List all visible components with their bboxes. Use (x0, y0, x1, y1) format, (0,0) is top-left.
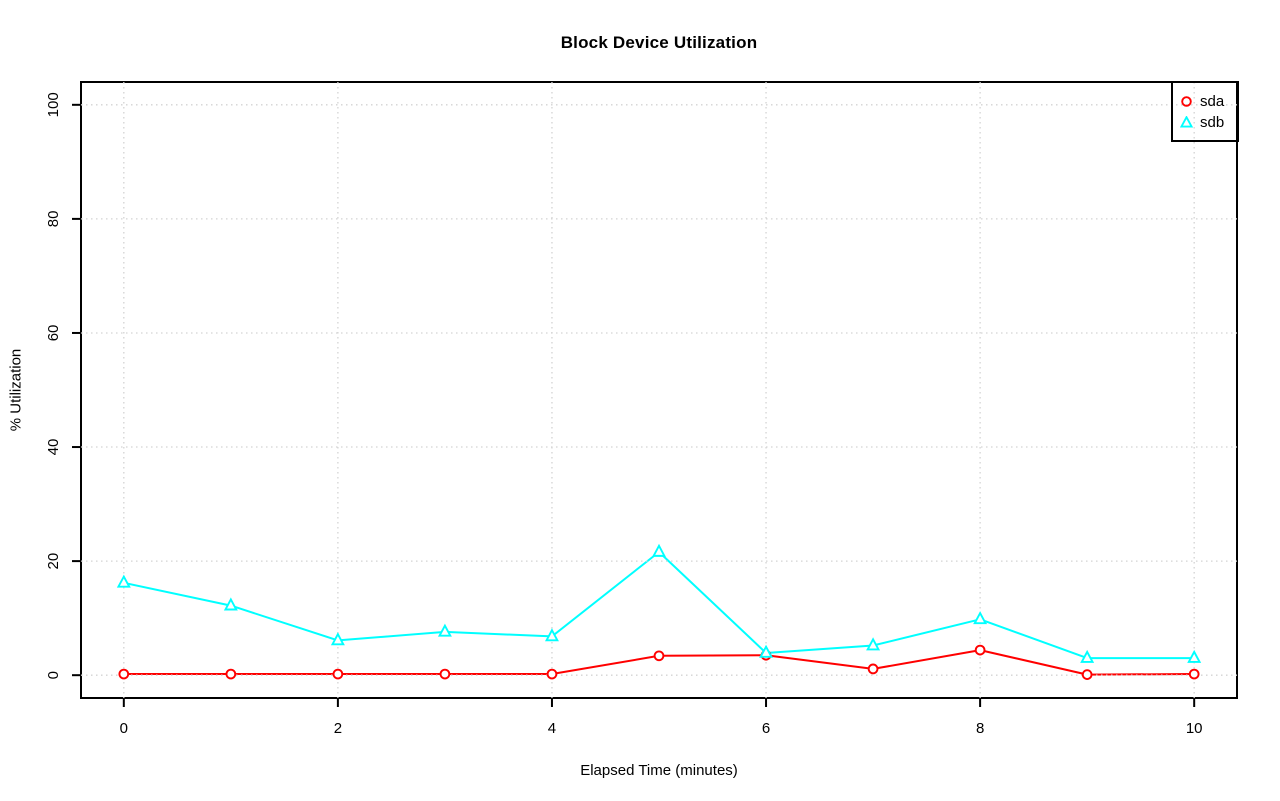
y-tick-label-3: 60 (45, 325, 62, 342)
x-tick-label-1: 2 (334, 720, 342, 737)
sda-point-10 (1188, 668, 1200, 680)
sdb-point-9 (1080, 649, 1095, 663)
sda-point-5 (653, 650, 665, 662)
y-axis-title: % Utilization (7, 348, 25, 432)
sda-point-2 (332, 668, 344, 680)
sdb-line (123, 550, 1195, 660)
sda-point-0 (118, 668, 130, 680)
sdb-point-0 (116, 574, 131, 588)
chart-title: Block Device Utilization (560, 33, 758, 52)
sdb-point-8 (973, 611, 988, 625)
sda-point-1 (225, 668, 237, 680)
x-tick-label-4: 8 (976, 720, 984, 737)
sda-point-3 (439, 668, 451, 680)
legend: sda sdb (1171, 81, 1239, 142)
sdb-point-3 (437, 623, 452, 637)
sda-point-4 (546, 668, 558, 680)
sdb-point-4 (544, 628, 559, 642)
sdb-point-10 (1187, 649, 1202, 663)
y-tick-label-2: 40 (45, 439, 62, 456)
sdb-point-7 (866, 637, 881, 651)
legend-label-sdb: sdb (1200, 113, 1225, 131)
legend-label-sda: sda (1200, 92, 1225, 110)
x-tick-label-3: 6 (762, 720, 770, 737)
x-axis-title: Elapsed Time (minutes) (580, 762, 738, 779)
y-tick-label-0: 0 (45, 671, 62, 679)
sdb-point-5 (652, 543, 666, 557)
y-tick-label-5: 100 (45, 92, 62, 117)
sda-point-9 (1081, 669, 1093, 680)
plot-box (80, 81, 1238, 699)
x-tick-label-2: 4 (548, 720, 556, 737)
legend-item-sdb: sdb (1180, 113, 1237, 132)
x-tick-label-0: 0 (120, 720, 128, 737)
y-tick-label-4: 80 (45, 211, 62, 228)
legend-item-sda: sda (1180, 92, 1237, 111)
y-tick-label-1: 20 (45, 553, 62, 570)
sda-point-8 (974, 644, 986, 656)
sda-point-7 (867, 663, 879, 675)
sdb-triangle-marker-icon (1180, 115, 1193, 128)
sdb-point-2 (330, 632, 345, 646)
sda-circle-marker-icon (1181, 95, 1192, 107)
sdb-point-6 (759, 644, 774, 658)
x-tick-label-5: 10 (1186, 720, 1203, 737)
sdb-point-1 (223, 597, 238, 611)
